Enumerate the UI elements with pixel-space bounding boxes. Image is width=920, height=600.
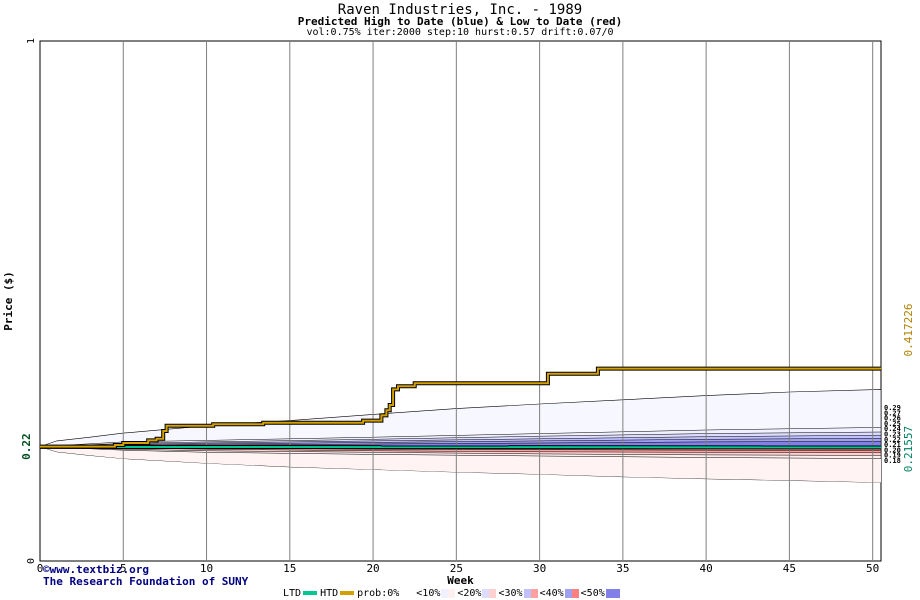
ltd-line — [39, 445, 882, 449]
legend-bin-10: <10% — [416, 588, 456, 599]
end-label-0: 0.29 — [884, 404, 901, 412]
x-tick-label-5: 25 — [450, 562, 463, 575]
x-tick-label-7: 35 — [616, 562, 629, 575]
y-tick-label-0: 0 — [26, 558, 37, 564]
end-label-4: 0.24 — [884, 425, 901, 433]
legend-prob-label: prob:0% — [357, 587, 400, 599]
end-label-7: 0.21 — [884, 441, 901, 449]
end-label-9: 0.19 — [884, 452, 901, 460]
chart-legend: LTD HTD prob:0% <10% <20% <30% <40% <50% — [283, 587, 622, 599]
legend-bin-40-label: <40% — [539, 587, 564, 599]
right-label-low: 0.21557 — [902, 426, 915, 472]
end-label-3: 0.25 — [884, 420, 901, 428]
start-price-label: 0.22 — [20, 433, 33, 460]
x-tick-label-8: 40 — [700, 562, 713, 575]
legend-htd: HTD — [320, 588, 356, 599]
legend-bin-20: <20% — [457, 588, 497, 599]
legend-prob-swatch — [400, 588, 415, 598]
legend-bin-40-swatch — [564, 588, 579, 598]
legend-bin-30-swatch — [523, 588, 538, 598]
plot-area — [39, 40, 882, 562]
x-axis-label: Week — [447, 574, 474, 587]
legend-htd-label: HTD — [320, 587, 339, 599]
legend-bin-10-label: <10% — [416, 587, 441, 599]
legend-bin-50-swatch — [605, 588, 620, 598]
right-label-high: 0.417226 — [902, 304, 915, 357]
x-tick-label-3: 15 — [283, 562, 296, 575]
x-tick-label-1: 5 — [120, 562, 127, 575]
chart-subtitle: Predicted High to Date (blue) & Low to D… — [297, 15, 623, 28]
legend-bin-10-swatch — [441, 588, 456, 598]
x-tick-label-0: 0 — [37, 562, 44, 575]
legend-bin-40: <40% — [540, 588, 580, 599]
legend-bin-20-label: <20% — [457, 587, 482, 599]
legend-bin-20-swatch — [482, 588, 497, 598]
end-label-6: 0.22 — [884, 436, 901, 444]
credit-copyright: ©www.textbiz.org — [43, 563, 149, 576]
y-tick-label-1: 1 — [26, 38, 37, 44]
chart-params: vol:0.75% iter:2000 step:10 hurst:0.57 d… — [306, 27, 614, 38]
x-tick-label-9: 45 — [783, 562, 796, 575]
legend-bin-50-label: <50% — [580, 587, 605, 599]
end-label-5: 0.23 — [884, 431, 901, 439]
chart-title: Raven Industries, Inc. - 1989 — [337, 2, 583, 18]
x-tick-label-4: 20 — [366, 562, 379, 575]
legend-ltd-label: LTD — [283, 587, 302, 599]
x-tick-label-2: 10 — [200, 562, 213, 575]
x-tick-label-10: 50 — [866, 562, 879, 575]
legend-prob: prob:0% — [357, 588, 415, 599]
legend-bin-30: <30% — [498, 588, 538, 599]
end-label-2: 0.26 — [884, 415, 901, 423]
legend-bin-30-label: <30% — [498, 587, 523, 599]
end-label-10: 0.18 — [884, 457, 901, 465]
x-tick-label-6: 30 — [533, 562, 546, 575]
htd-line — [40, 367, 881, 448]
legend-ltd-swatch — [303, 591, 318, 595]
credit-organization: The Research Foundation of SUNY — [43, 575, 249, 588]
legend-ltd: LTD — [283, 588, 319, 599]
legend-bin-50: <50% — [581, 588, 621, 599]
y-axis-label: Price ($) — [2, 271, 15, 331]
legend-htd-swatch — [340, 591, 355, 595]
end-label-8: 0.20 — [884, 446, 901, 454]
end-label-1: 0.27 — [884, 409, 901, 417]
